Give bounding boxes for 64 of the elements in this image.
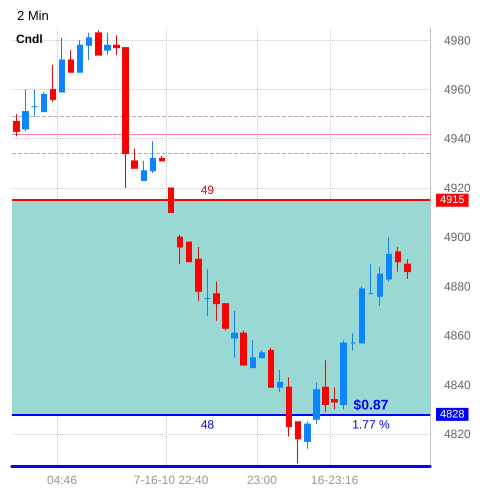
annotation: 49 — [200, 183, 214, 198]
candlestick — [322, 360, 329, 412]
x-tick-label: 16-23:16 — [310, 473, 359, 487]
candlestick — [213, 280, 220, 322]
x-tick-label: 7-16-10 22:40 — [134, 473, 209, 487]
annotation: 1.77 % — [352, 417, 390, 432]
candlestick — [331, 386, 338, 410]
candlestick — [186, 242, 192, 262]
candlestick — [59, 37, 65, 92]
candlestick — [359, 286, 365, 344]
candlestick — [150, 140, 156, 174]
candlestick — [350, 332, 356, 351]
candlestick — [31, 89, 38, 118]
ref-line-label: 4828 — [440, 408, 464, 420]
candlestick — [240, 330, 247, 366]
candlestick — [259, 350, 265, 358]
candlestick — [22, 89, 29, 132]
candlestick — [204, 268, 211, 316]
candlestick — [395, 246, 401, 272]
y-tick-label: 4880 — [444, 279, 472, 294]
candlestick — [404, 258, 411, 280]
candlestick — [113, 34, 120, 56]
candlestick — [277, 370, 283, 393]
y-tick-label: 4960 — [444, 82, 472, 97]
annotation: Cndl — [16, 32, 43, 46]
candlestick — [141, 160, 147, 182]
y-tick-label: 4920 — [444, 180, 472, 195]
x-tick-label: 04:46 — [46, 473, 78, 487]
candlestick — [295, 421, 301, 464]
ref-line-label: 4915 — [440, 194, 464, 206]
candlestick — [95, 30, 102, 56]
y-tick-label: 4900 — [444, 230, 472, 244]
candlestick — [86, 32, 92, 60]
candlestick — [340, 340, 347, 410]
candlestick — [268, 347, 274, 388]
candlestick — [104, 32, 111, 56]
candlestick — [231, 310, 238, 358]
candlestick — [250, 340, 256, 368]
candlestick — [222, 303, 229, 332]
candlestick — [131, 148, 138, 169]
candlestick — [386, 236, 392, 282]
candlestick — [41, 91, 47, 112]
candlestick — [13, 114, 20, 137]
candlestick — [77, 40, 83, 73]
candlestick — [122, 47, 129, 188]
candlestick — [304, 421, 311, 450]
candlestick — [286, 376, 292, 437]
x-tick-label: 23:00 — [246, 473, 278, 487]
y-tick-label: 4940 — [444, 132, 472, 146]
candlestick — [177, 234, 183, 265]
y-tick-label: 4820 — [444, 427, 472, 442]
candlestick — [313, 382, 320, 425]
candlestick — [195, 246, 202, 302]
y-tick-label: 4840 — [444, 378, 472, 392]
candlestick — [368, 264, 374, 294]
candlestick — [377, 266, 383, 307]
chart-title: 2 Min — [17, 8, 49, 23]
annotation: $0.87 — [353, 396, 389, 412]
y-tick-label: 4980 — [444, 33, 472, 48]
y-tick-label: 4860 — [444, 328, 472, 343]
annotation: 48 — [200, 417, 214, 432]
candlestick — [68, 50, 74, 73]
candlestick — [159, 155, 165, 162]
candlestick — [50, 64, 56, 102]
